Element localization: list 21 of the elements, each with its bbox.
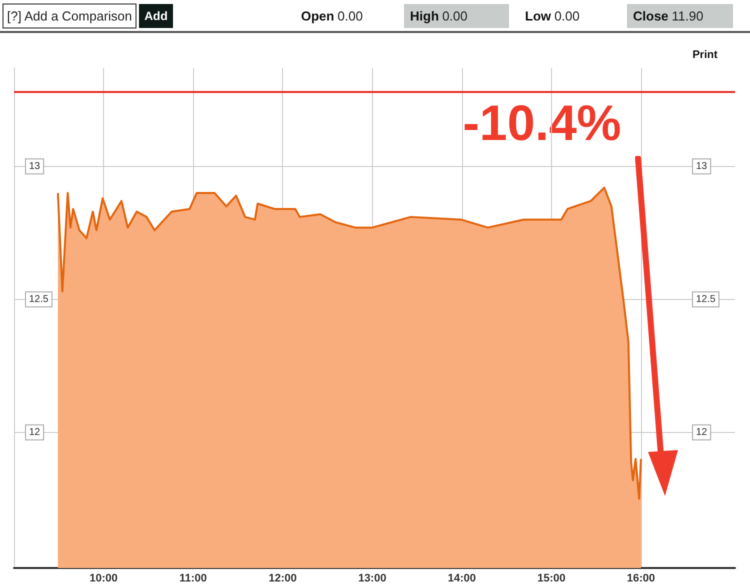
- y2-tick-label: 12: [696, 426, 708, 438]
- text: Print: [692, 49, 718, 61]
- x-tick-label: 10:00: [89, 572, 118, 584]
- text: [?] Add a Comparison: [6, 8, 132, 24]
- x-tick-label: 12:00: [268, 572, 297, 584]
- x-tick-label: 14:00: [448, 572, 476, 584]
- text: Close 11.90: [633, 8, 704, 24]
- y2-tick-label: 13: [696, 160, 708, 172]
- y-tick-label: 13: [29, 160, 41, 172]
- x-tick-label: 15:00: [537, 572, 566, 584]
- y-tick-label: 12: [29, 426, 41, 438]
- text: Low 0.00: [525, 8, 580, 24]
- x-tick-label: 16:00: [626, 572, 656, 584]
- y2-tick-label: 12.5: [696, 294, 716, 305]
- x-tick-label: 13:00: [358, 572, 386, 584]
- annotation: -10.4%: [462, 95, 622, 151]
- x-tick-label: 11:00: [179, 572, 207, 584]
- text: Add: [144, 9, 168, 23]
- y-tick-label: 12.5: [29, 294, 49, 305]
- text: Open 0.00: [301, 8, 363, 24]
- text: High 0.00: [410, 8, 468, 24]
